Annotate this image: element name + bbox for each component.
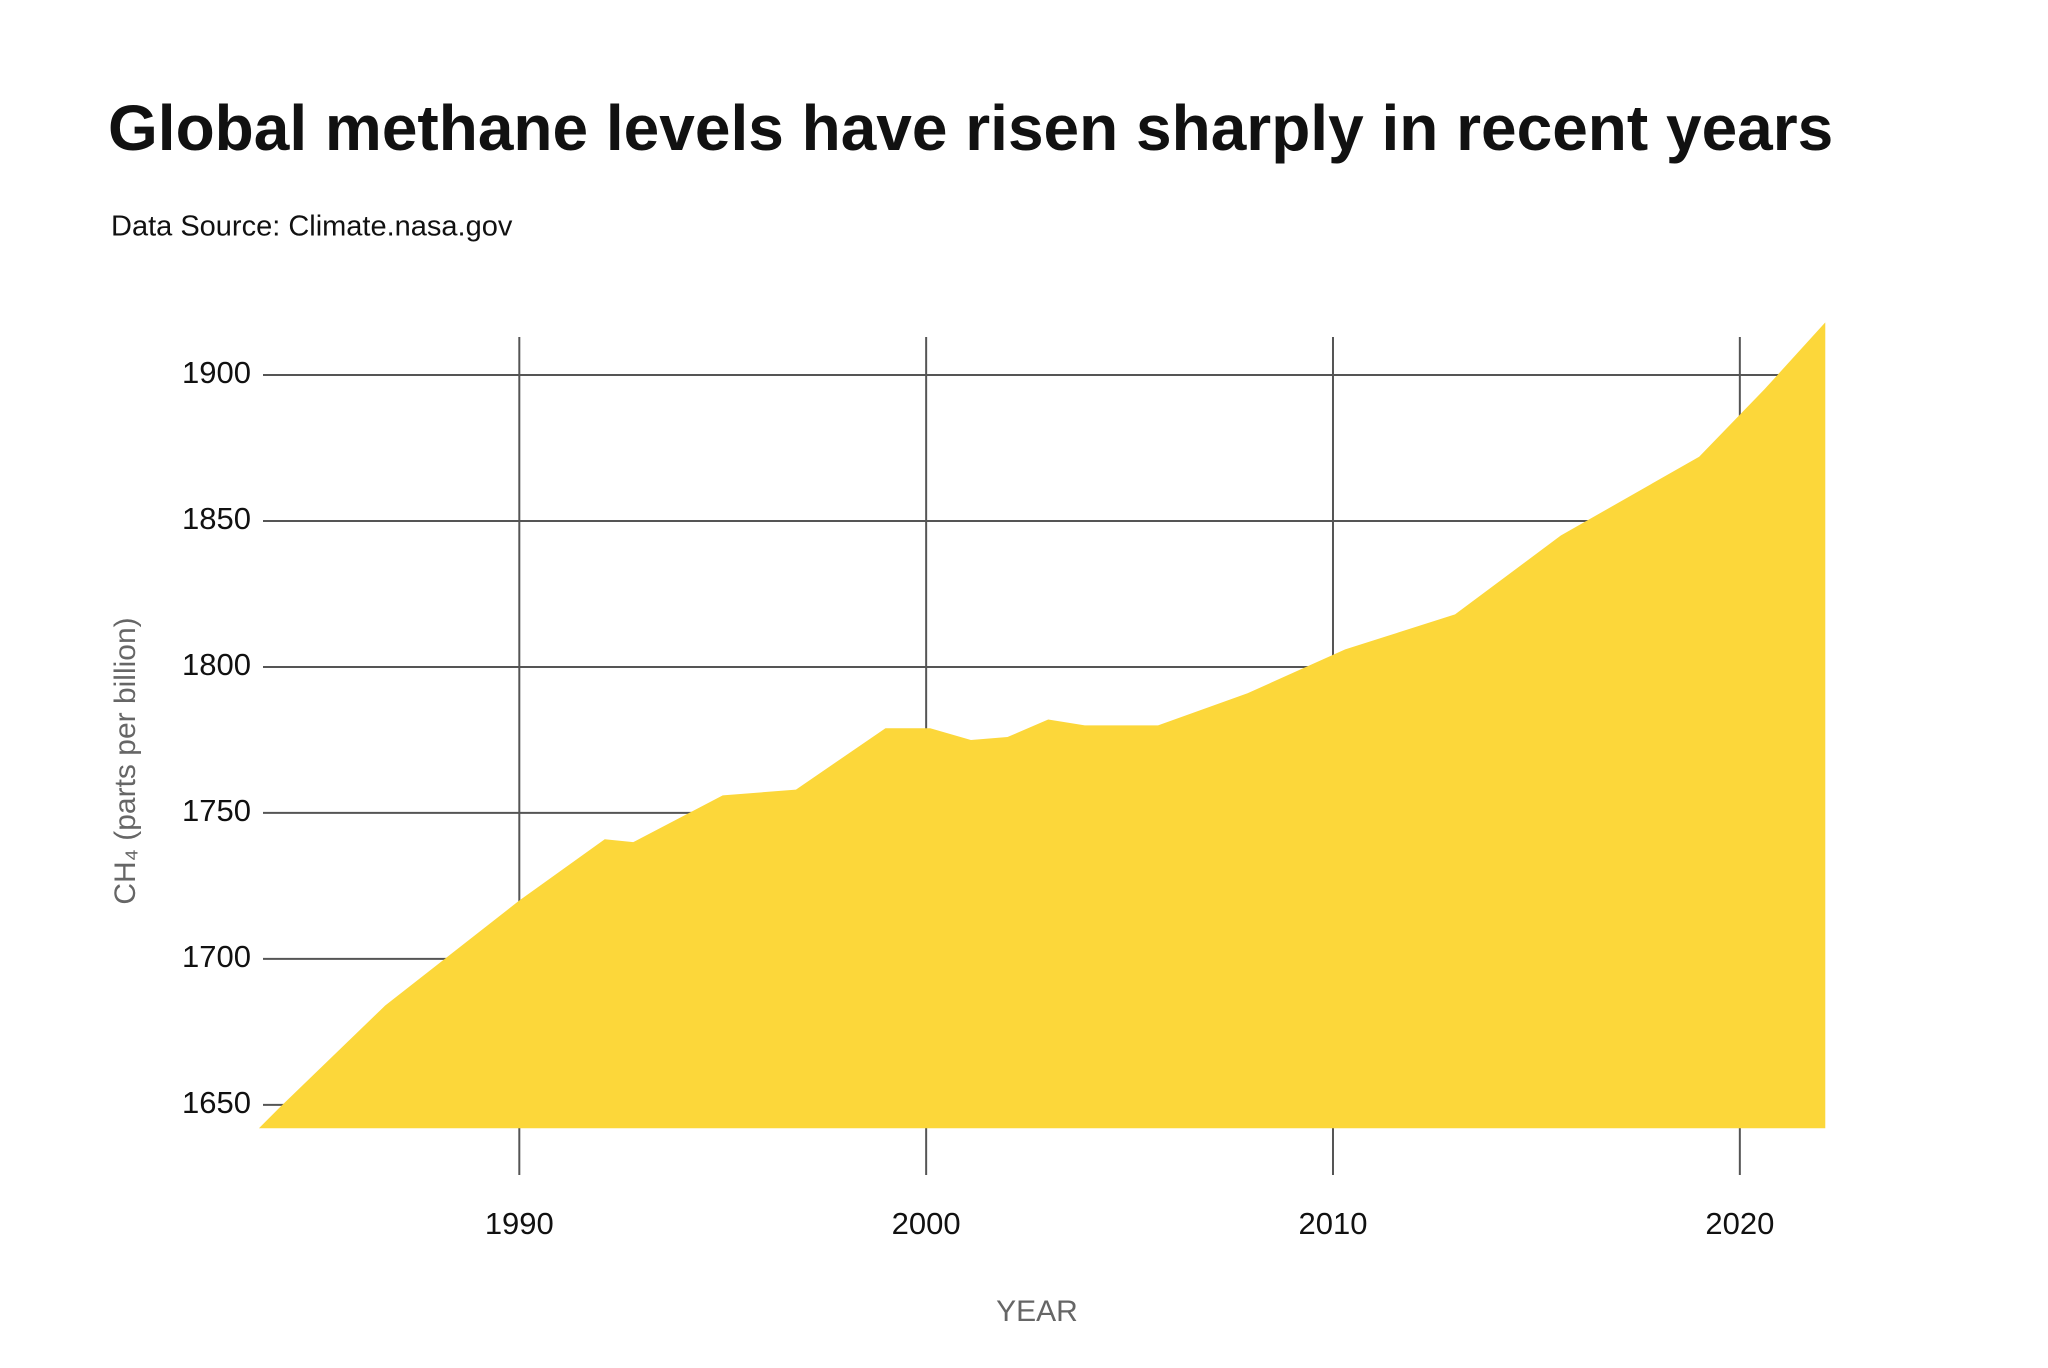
x-axis-label: YEAR — [996, 1295, 1078, 1328]
y-tick-label: 1900 — [182, 355, 251, 390]
y-tick-label: 1850 — [182, 501, 251, 536]
x-tick-label: 2010 — [1299, 1206, 1368, 1241]
y-tick-label: 1700 — [182, 939, 251, 974]
y-axis-label: CH₄ (parts per billion) — [109, 617, 142, 904]
y-tick-label: 1800 — [182, 647, 251, 682]
x-tick-label: 2020 — [1705, 1206, 1774, 1241]
chart-subtitle: Data Source: Climate.nasa.gov — [111, 211, 513, 243]
x-tick-label: 2000 — [892, 1206, 961, 1241]
chart-title: Global methane levels have risen sharply… — [108, 92, 1833, 164]
y-tick-label: 1750 — [182, 793, 251, 828]
area — [258, 322, 1826, 1129]
y-tick-label: 1650 — [182, 1085, 251, 1120]
x-tick-label: 1990 — [485, 1206, 554, 1241]
